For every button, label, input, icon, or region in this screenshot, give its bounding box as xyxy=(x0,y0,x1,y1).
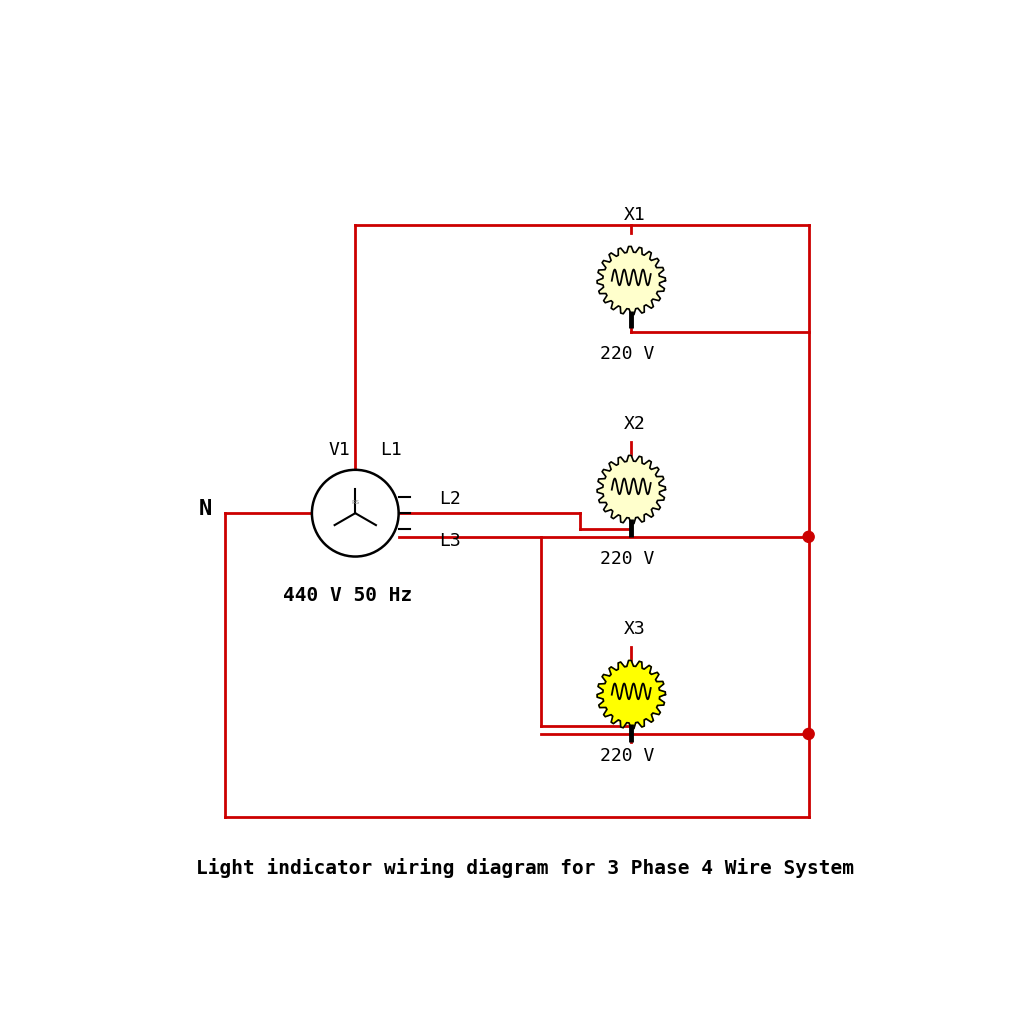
Text: 440 V 50 Hz: 440 V 50 Hz xyxy=(283,587,412,605)
Polygon shape xyxy=(597,456,666,523)
Circle shape xyxy=(601,460,662,519)
Circle shape xyxy=(803,531,814,543)
Circle shape xyxy=(601,665,662,725)
Text: 220 V: 220 V xyxy=(600,345,654,362)
Circle shape xyxy=(803,728,814,739)
Text: 220 V: 220 V xyxy=(600,550,654,568)
Text: RS: RS xyxy=(351,500,359,505)
Text: L1: L1 xyxy=(380,441,401,459)
Circle shape xyxy=(601,251,662,310)
Text: L3: L3 xyxy=(439,531,461,550)
Polygon shape xyxy=(597,660,666,729)
Circle shape xyxy=(312,470,398,557)
Text: Light indicator wiring diagram for 3 Phase 4 Wire System: Light indicator wiring diagram for 3 Pha… xyxy=(196,858,854,878)
Text: N: N xyxy=(199,500,212,519)
Text: 220 V: 220 V xyxy=(600,748,654,765)
Text: X2: X2 xyxy=(625,415,646,433)
Text: V1: V1 xyxy=(329,441,350,459)
Text: X1: X1 xyxy=(625,206,646,224)
Text: L2: L2 xyxy=(439,490,461,508)
Polygon shape xyxy=(597,247,666,314)
Text: X3: X3 xyxy=(625,621,646,638)
